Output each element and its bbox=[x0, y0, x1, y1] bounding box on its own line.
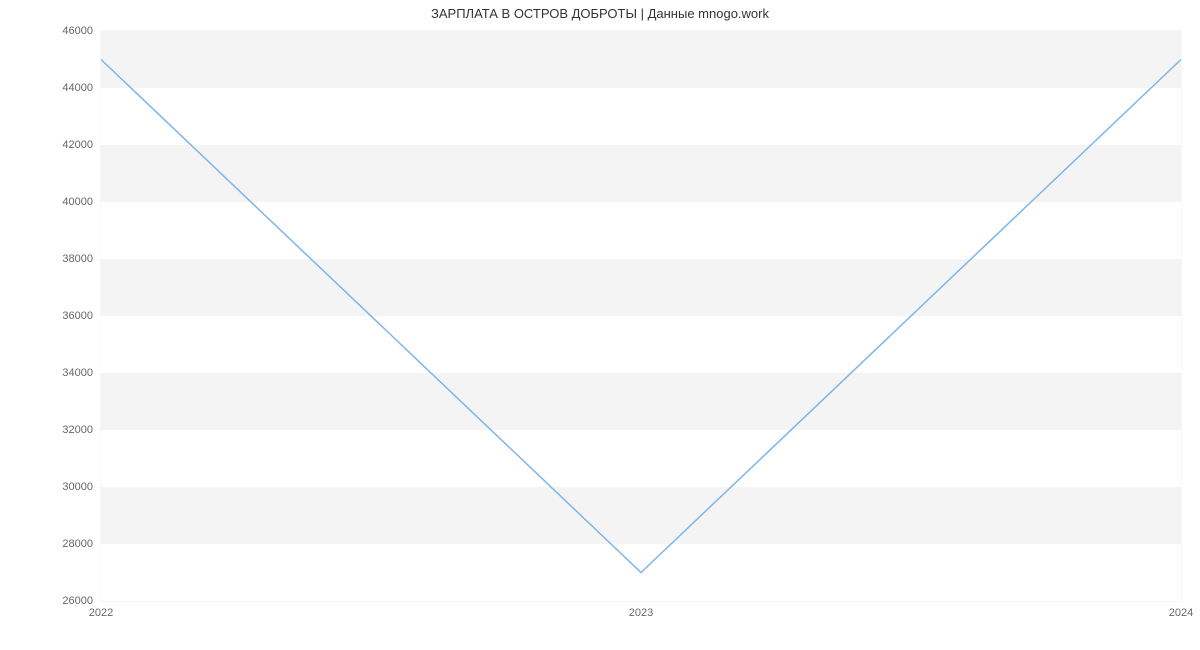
y-tick-label: 40000 bbox=[62, 196, 101, 208]
y-tick-label: 42000 bbox=[62, 139, 101, 151]
plot-area: 2600028000300003200034000360003800040000… bbox=[100, 30, 1182, 602]
y-tick-label: 44000 bbox=[62, 82, 101, 94]
line-layer bbox=[101, 31, 1181, 601]
x-tick-label: 2023 bbox=[629, 601, 653, 619]
chart-container: ЗАРПЛАТА В ОСТРОВ ДОБРОТЫ | Данные mnogo… bbox=[0, 0, 1200, 650]
x-tick-label: 2022 bbox=[89, 601, 113, 619]
data-line bbox=[101, 60, 1181, 573]
y-tick-label: 28000 bbox=[62, 538, 101, 550]
y-tick-label: 32000 bbox=[62, 424, 101, 436]
y-tick-label: 34000 bbox=[62, 367, 101, 379]
x-tick-label: 2024 bbox=[1169, 601, 1193, 619]
y-tick-label: 46000 bbox=[62, 25, 101, 37]
y-tick-label: 38000 bbox=[62, 253, 101, 265]
chart-title: ЗАРПЛАТА В ОСТРОВ ДОБРОТЫ | Данные mnogo… bbox=[0, 6, 1200, 21]
y-tick-label: 36000 bbox=[62, 310, 101, 322]
y-tick-label: 30000 bbox=[62, 481, 101, 493]
